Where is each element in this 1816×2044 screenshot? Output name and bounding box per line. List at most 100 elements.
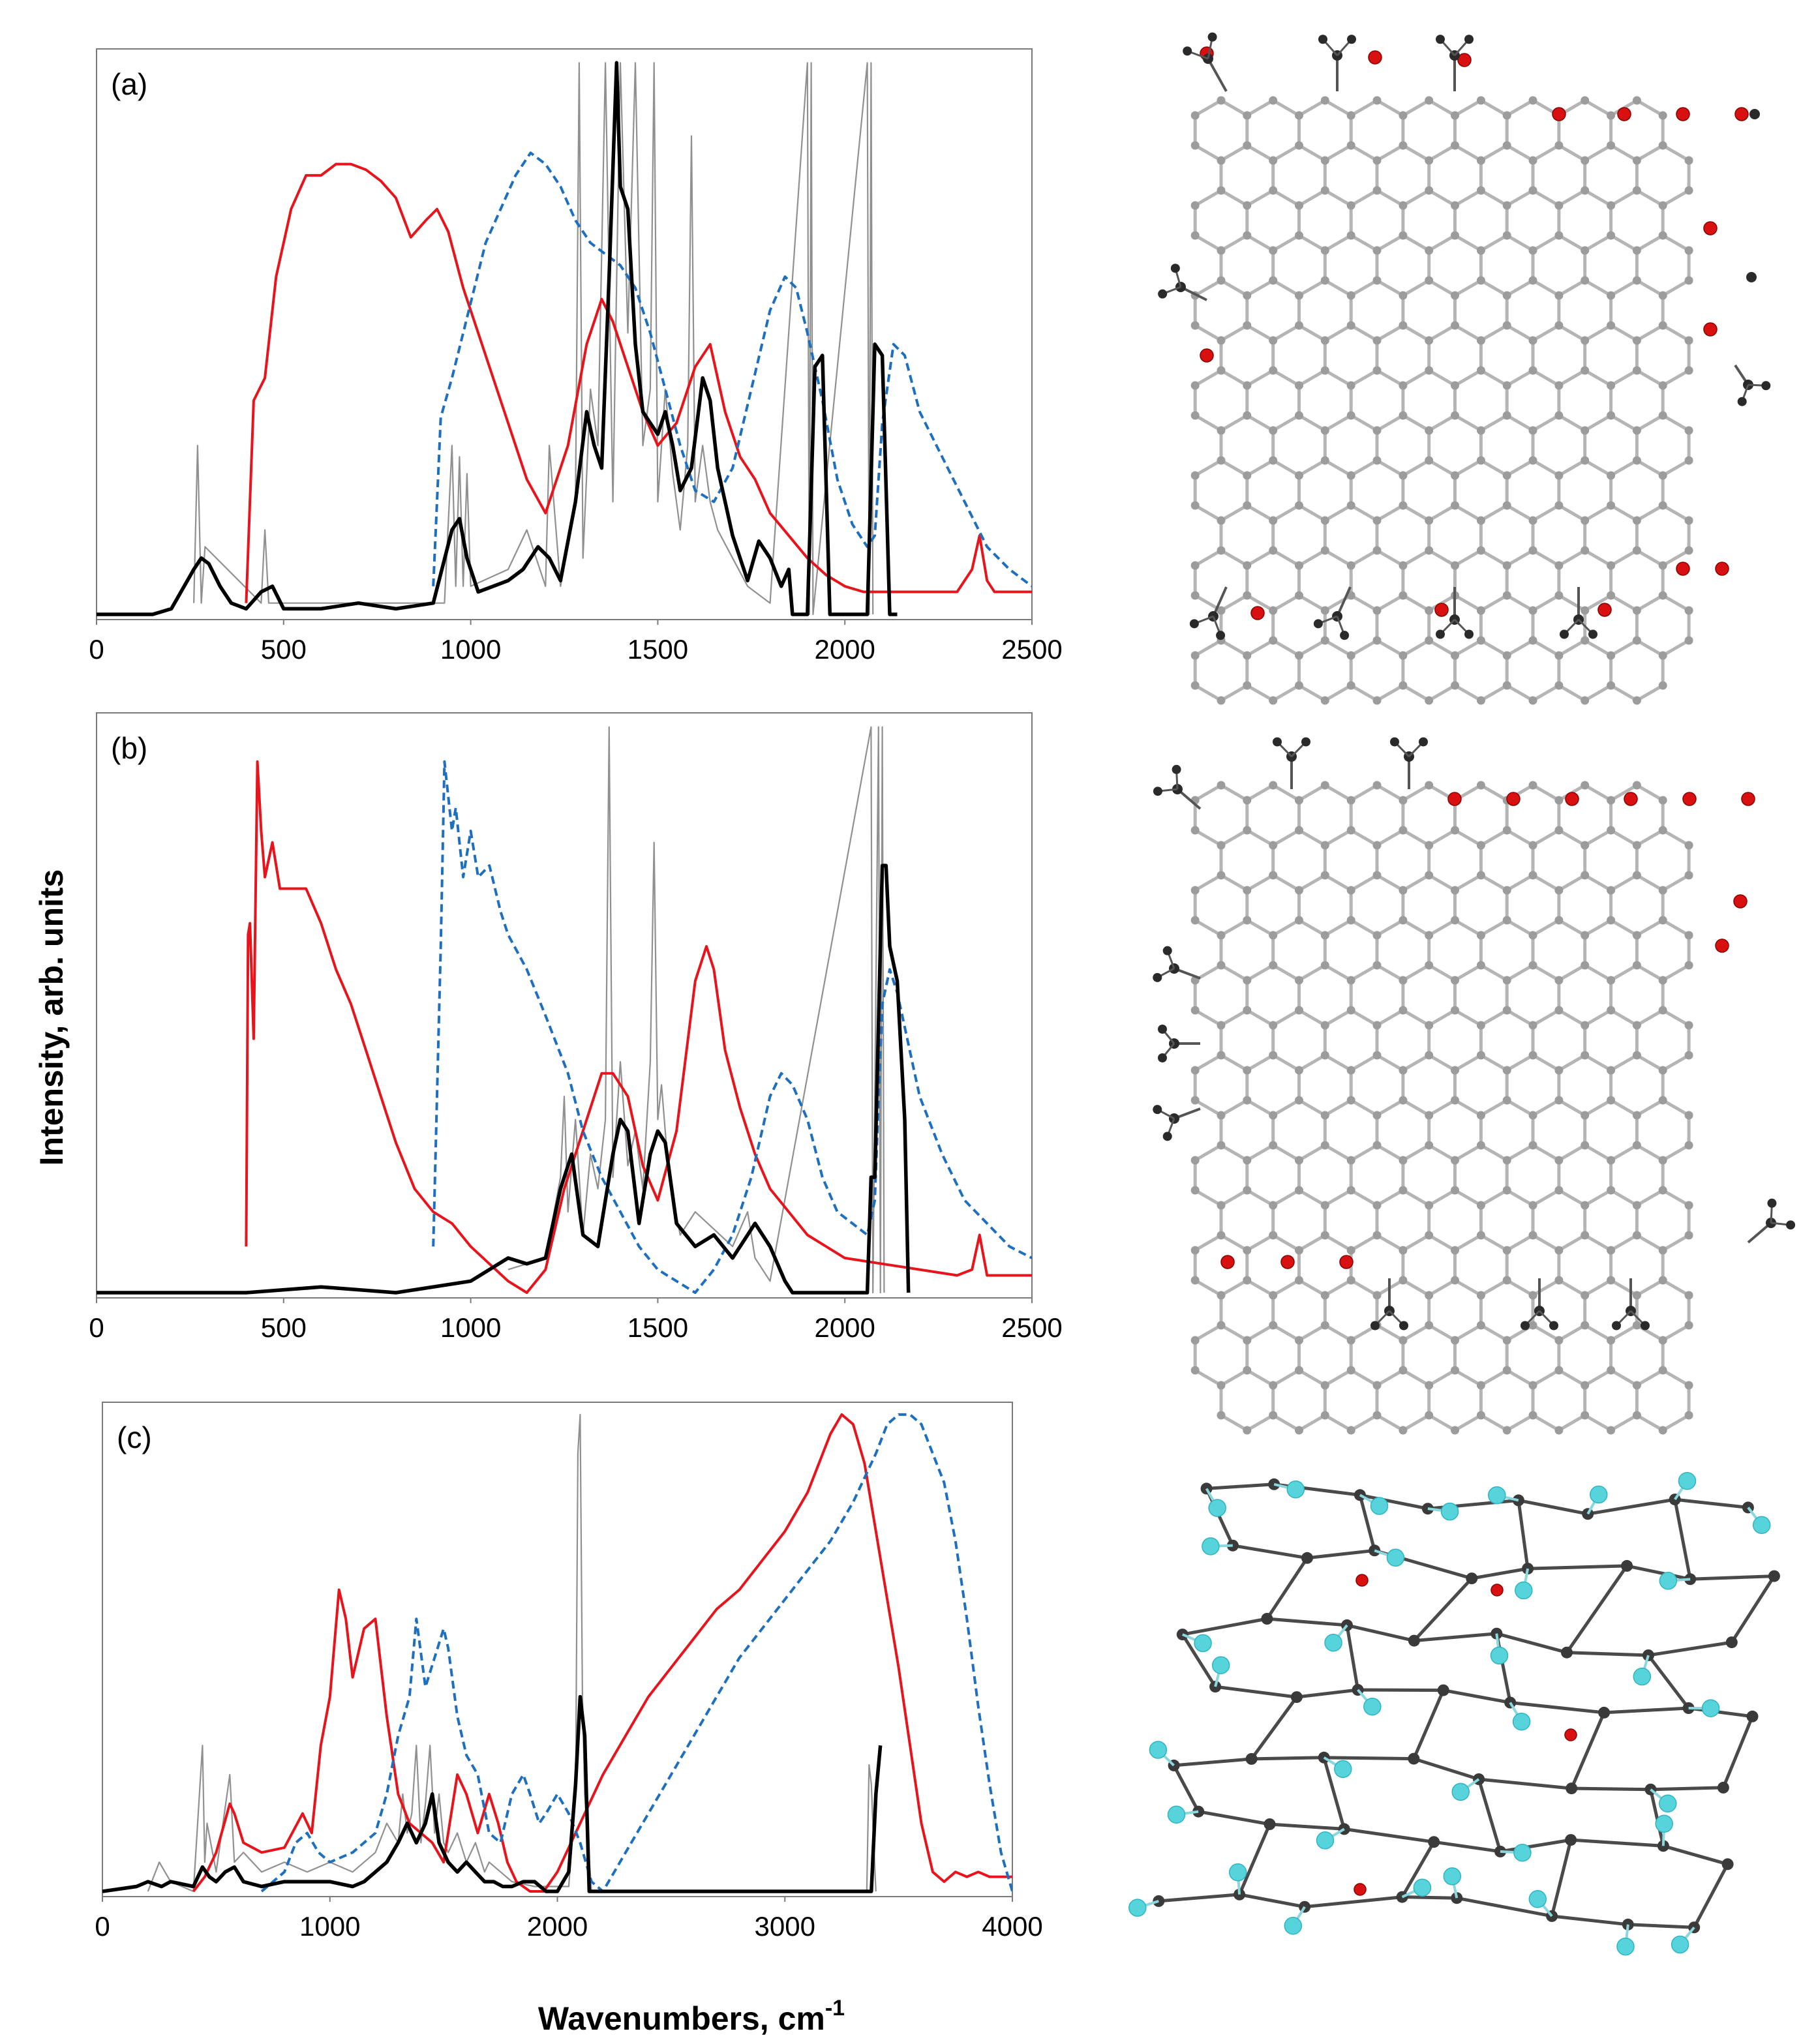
carbon-atom [1554, 916, 1564, 925]
carbon-atom [1581, 546, 1590, 555]
chart-panels: 0 500 1000 1500 2000 2500 (a) 0 500 1000 1500 2000 2… [89, 48, 1063, 1942]
hydrogen-atom [1153, 1105, 1162, 1115]
chart-panel-3: 0 1000 2000 3000 4000 (c) [95, 1402, 1043, 1942]
carbon-atom [1554, 1366, 1564, 1375]
carbon-atom [1581, 1291, 1590, 1300]
carbon-atom [1607, 1156, 1616, 1165]
carbon-atom [1581, 456, 1590, 465]
carbon-atom [1658, 1006, 1667, 1015]
carbon-atom [1476, 156, 1485, 165]
carbon-atom [1451, 826, 1459, 835]
carbon-atom [1684, 1201, 1693, 1210]
carbon-atom [1607, 1276, 1616, 1285]
carbon-atom [1528, 1051, 1537, 1060]
carbon-atom [1190, 381, 1200, 390]
carbon-atom [1346, 321, 1355, 330]
series-line-gray-thin [193, 62, 874, 616]
x-tick-label: 1500 [628, 634, 688, 665]
carbon-atom [1295, 141, 1303, 150]
carbon-atom [1243, 1186, 1252, 1195]
fluorine-atom [1208, 1499, 1226, 1517]
carbon-atom [1658, 1366, 1667, 1375]
carbon-atom [1581, 1021, 1590, 1030]
carbon-atom [1632, 1291, 1641, 1300]
graphene-structure-a [1158, 32, 1771, 705]
carbon-atom [1607, 471, 1616, 480]
series-line-gray-thin [507, 726, 885, 1294]
carbon-atom [1372, 1231, 1382, 1240]
carbon-atom [1369, 1544, 1381, 1557]
carbon-atom [1243, 681, 1252, 690]
carbon-atom [1346, 886, 1355, 895]
carbon-atom [1658, 651, 1667, 660]
carbon-atom [1607, 411, 1616, 420]
carbon-atom [1269, 636, 1278, 645]
carbon-atom [1301, 1552, 1313, 1564]
carbon-atom [1658, 886, 1667, 895]
carbon-atom [1243, 471, 1252, 480]
carbon-atom [1528, 366, 1537, 375]
carbon-atom [1243, 1096, 1252, 1105]
carbon-atom [1502, 111, 1511, 120]
carbon-atom [1295, 796, 1303, 805]
carbon-atom [1217, 1141, 1226, 1150]
carbon-atom [1632, 516, 1641, 525]
carbon-atom [1190, 201, 1200, 210]
carbon-atom [1372, 781, 1382, 790]
carbon-atom [1190, 1336, 1200, 1345]
carbon-atom [1269, 1291, 1278, 1300]
carbon-atom [1269, 781, 1278, 790]
carbon-atom [1684, 841, 1693, 850]
carbon-atom [1451, 1186, 1459, 1195]
carbon-atom [1598, 1706, 1611, 1719]
carbon-atom [1399, 1006, 1408, 1015]
carbon-atom [1684, 366, 1693, 375]
carbon-atom [1346, 826, 1355, 835]
carbon-atom [1554, 321, 1564, 330]
carbon-atom [1632, 1411, 1641, 1420]
carbon-atom [1320, 1111, 1329, 1120]
carbon-atom [1190, 1276, 1200, 1285]
carbon-atom [1717, 1781, 1729, 1794]
x-tick-label: 2500 [1001, 1312, 1062, 1343]
oxygen-atom [1715, 562, 1729, 576]
carbon-atom [1399, 976, 1408, 985]
carbon-atom [1399, 471, 1408, 480]
carbon-atom [1217, 156, 1226, 165]
carbon-atom [1243, 1156, 1252, 1165]
carbon-atom [1528, 961, 1537, 970]
carbon-atom [1684, 931, 1693, 940]
carbon-atom [1684, 1141, 1693, 1150]
carbon-atom [1372, 456, 1382, 465]
hydrogen-atom [1588, 629, 1597, 639]
carbon-atom [1607, 231, 1616, 240]
carbon-atom [1554, 796, 1564, 805]
carbon-atom [1320, 366, 1329, 375]
carbon-atom [1399, 1276, 1408, 1285]
carbon-atom [1554, 1276, 1564, 1285]
carbon-atom [1581, 156, 1590, 165]
carbon-atom [1451, 291, 1459, 300]
carbon-atom [1346, 916, 1355, 925]
carbon-atom [1658, 291, 1667, 300]
carbon-atom [1528, 276, 1537, 285]
carbon-atom [1725, 1636, 1738, 1649]
carbon-atom [1295, 1186, 1303, 1195]
carbon-atom [1476, 246, 1485, 255]
carbon-bond-lattice [1193, 98, 1691, 702]
oxygen-atom [1734, 107, 1749, 121]
carbon-atom [1372, 841, 1382, 850]
carbon-atom [1658, 1066, 1667, 1075]
fluorine-atom [1363, 1697, 1382, 1716]
carbon-atom [1346, 1156, 1355, 1165]
x-tick-label: 1500 [628, 1312, 688, 1343]
carbon-atom [1528, 871, 1537, 880]
carbon-atom [1607, 111, 1616, 120]
carbon-atom [1554, 976, 1564, 985]
carbon-atom [1607, 976, 1616, 985]
fluorine-atom [1334, 1760, 1352, 1779]
carbon-atom [1269, 1411, 1278, 1420]
carbon-atom [1269, 1381, 1278, 1390]
carbon-atom [1581, 1051, 1590, 1060]
carbon-atom [1217, 1291, 1226, 1300]
